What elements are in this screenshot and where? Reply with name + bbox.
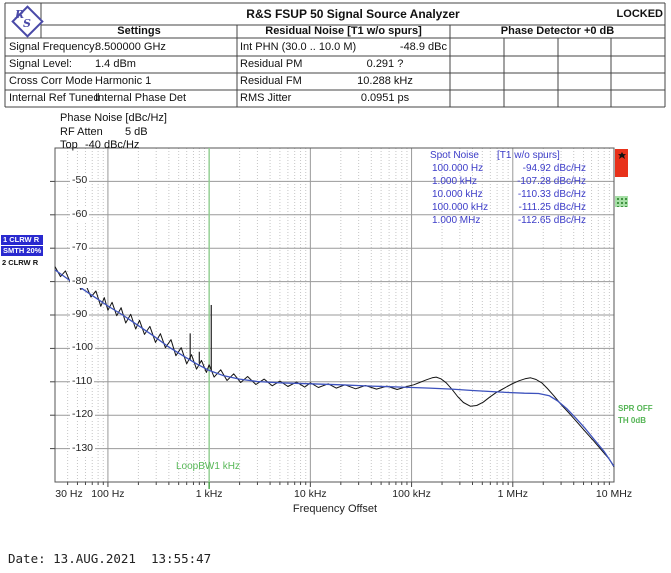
spot-noise-value: -112.65 dBc/Hz <box>517 215 586 226</box>
rs-logo-letter-r: R <box>15 8 25 21</box>
residual-noise-column-header: Residual Noise [T1 w/o spurs] <box>265 25 422 37</box>
spot-noise-column-header: [T1 w/o spurs] <box>497 150 560 161</box>
phase-detector-column-header: Phase Detector +0 dB <box>500 25 615 37</box>
spot-noise-header-row: Spot Noise [T1 w/o spurs] <box>430 149 586 162</box>
spot-noise-freq: 100.000 kHz <box>432 202 489 213</box>
settings-row-value: Harmonic 1 <box>95 75 152 87</box>
settings-row-value: 1.4 dBm <box>95 58 136 70</box>
y-tick-label: -60 <box>70 207 90 221</box>
x-axis-title: Frequency Offset <box>292 503 378 515</box>
marker-indicator-red <box>615 149 628 177</box>
y-tick-label: -80 <box>70 274 90 288</box>
y-tick-label: -100 <box>70 341 96 355</box>
loop-bw-label: LoopBW1 kHz <box>176 461 240 472</box>
settings-column-header: Settings <box>117 25 161 37</box>
residual-row-value: 10.288 kHz <box>357 75 413 87</box>
residual-row-label: RMS Jitter <box>240 92 292 104</box>
date-label: Date: 13.AUG.2021 13:55:47 <box>8 551 212 566</box>
x-tick-label: 30 Hz <box>55 488 83 500</box>
x-tick-label: 1 kHz <box>195 488 223 500</box>
spot-noise-freq: 100.000 Hz <box>432 163 484 174</box>
rs-logo: R S <box>5 3 44 38</box>
spot-noise-freq: 1.000 MHz <box>432 215 481 226</box>
x-tick-label: 100 kHz <box>392 488 431 500</box>
chart-title: Phase Noise [dBc/Hz] <box>60 112 167 124</box>
x-tick-label: 10 MHz <box>595 488 633 500</box>
residual-row-value: 0.0951 ps <box>360 92 410 104</box>
residual-row-label: Residual PM <box>240 58 303 70</box>
y-tick-label: -110 <box>70 374 95 388</box>
spur-off-label: SPR OFF <box>618 404 653 413</box>
marker-star-icon <box>618 152 626 159</box>
residual-row-value: 0.291 ? <box>366 58 404 70</box>
y-tick-label: -70 <box>70 241 90 255</box>
spot-noise-value: -111.25 dBc/Hz <box>518 202 586 213</box>
spot-noise-row: 100.000 kHz -111.25 dBc/Hz <box>430 201 586 214</box>
residual-row-label: Int PHN (30.0 .. 10.0 M) <box>240 41 357 53</box>
rf-atten-value: 5 dB <box>125 126 148 138</box>
settings-row-value: Internal Phase Det <box>95 92 187 104</box>
trace1-mode-label: 1 CLRW R <box>1 235 43 245</box>
rs-logo-letter-s: S <box>23 17 31 30</box>
spot-noise-title: Spot Noise <box>430 150 479 161</box>
settings-row-label: Cross Corr Mode <box>9 75 93 87</box>
locked-status-badge: LOCKED <box>616 8 663 20</box>
settings-row-label: Signal Frequency: <box>9 41 98 53</box>
y-tick-label: -130 <box>70 441 96 455</box>
spot-noise-freq: 1.000 kHz <box>432 176 478 187</box>
rf-atten-label: RF Atten <box>60 126 103 138</box>
marker-indicator-green <box>615 196 628 207</box>
residual-row-value: -48.9 dBc <box>399 41 447 53</box>
y-tick-label: -90 <box>70 308 90 321</box>
spot-noise-row: 100.000 Hz -94.92 dBc/Hz <box>430 162 586 175</box>
x-tick-label: 1 MHz <box>497 488 528 500</box>
spot-noise-row: 1.000 kHz -107.28 dBc/Hz <box>430 175 586 188</box>
spot-noise-value: -107.28 dBc/Hz <box>517 176 586 187</box>
trace1-smoothing-label: SMTH 20% <box>1 246 43 256</box>
settings-row-label: Signal Level: <box>9 58 72 70</box>
spot-noise-freq: 10.000 kHz <box>432 189 483 200</box>
spot-noise-value: -94.92 dBc/Hz <box>522 163 586 174</box>
y-tick-label: -120 <box>70 408 96 422</box>
residual-row-label: Residual FM <box>240 75 302 87</box>
x-tick-label: 100 Hz <box>91 488 125 500</box>
window-title: R&S FSUP 50 Signal Source Analyzer <box>246 7 460 21</box>
top-level-value: -40 dBc/Hz <box>85 139 140 151</box>
threshold-label: TH 0dB <box>618 416 646 425</box>
spot-noise-table: Spot Noise [T1 w/o spurs] 100.000 Hz -94.… <box>430 149 586 227</box>
trace2-mode-label: 2 CLRW R <box>2 258 39 267</box>
settings-row-value: 8.500000 GHz <box>95 41 166 53</box>
top-level-label: Top <box>60 139 78 151</box>
spot-noise-row: 1.000 MHz -112.65 dBc/Hz <box>430 214 586 227</box>
spot-noise-value: -110.33 dBc/Hz <box>517 189 586 200</box>
spot-noise-row: 10.000 kHz -110.33 dBc/Hz <box>430 188 586 201</box>
settings-row-label: Internal Ref Tuned <box>9 92 100 104</box>
x-tick-label: 10 kHz <box>294 488 327 500</box>
y-tick-label: -50 <box>70 174 90 188</box>
